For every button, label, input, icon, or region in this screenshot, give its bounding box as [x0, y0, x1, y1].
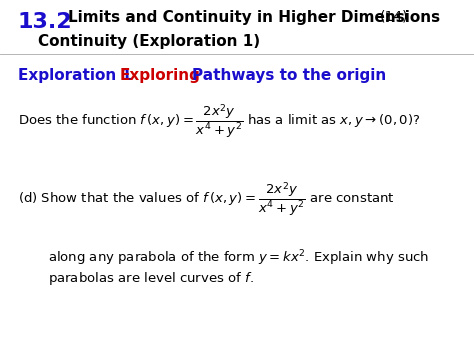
- Text: (d) Show that the values of $f\,(x,y)=\dfrac{2x^2y}{x^4+y^2}$ are constant: (d) Show that the values of $f\,(x,y)=\d…: [18, 180, 395, 218]
- Text: Does the function $f\,(x,y)=\dfrac{2x^2y}{x^4+y^2}$ has a limit as $x, y \righta: Does the function $f\,(x,y)=\dfrac{2x^2y…: [18, 102, 420, 140]
- Text: 13.2: 13.2: [18, 12, 73, 32]
- Text: Pathways to the origin: Pathways to the origin: [192, 68, 386, 83]
- Text: Limits and Continuity in Higher Dimensions: Limits and Continuity in Higher Dimensio…: [68, 10, 440, 25]
- Text: Exploring: Exploring: [120, 68, 201, 83]
- Text: (14): (14): [380, 10, 409, 24]
- Text: parabolas are level curves of $f$.: parabolas are level curves of $f$.: [48, 270, 254, 287]
- Text: Exploration 1: Exploration 1: [18, 68, 132, 83]
- Text: along any parabola of the form $y = kx^2$. Explain why such: along any parabola of the form $y = kx^2…: [48, 248, 429, 268]
- Text: Continuity (Exploration 1): Continuity (Exploration 1): [38, 34, 260, 49]
